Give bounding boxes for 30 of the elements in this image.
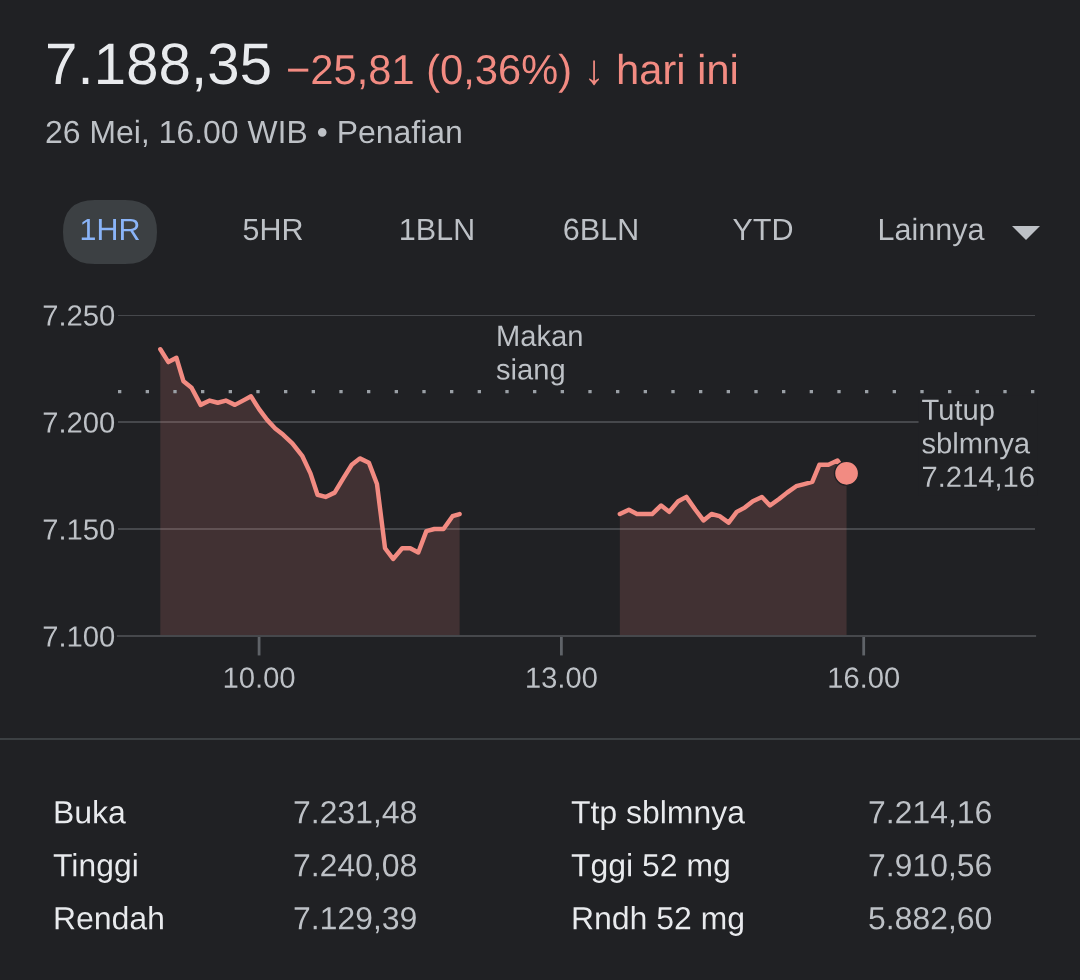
chart-title: 7.188,35	[47, 43, 270, 92]
y-tick-label: 7.100	[43, 626, 115, 647]
text: 7.129,39	[294, 906, 416, 934]
annotation: Makan siang	[496, 324, 582, 386]
y-tick-label: 7.200	[43, 412, 115, 433]
text: 7.240,08	[294, 853, 416, 881]
text: 7.231,48	[294, 800, 416, 828]
text: Ttp sblmnya	[571, 800, 745, 830]
chart-subtitle: −25,81 (0,36%) ↓ hari ini	[288, 53, 736, 93]
text: 1HR	[81, 218, 140, 240]
text: 26 Mei, 16.00 WIB • Penafian	[46, 119, 461, 148]
text: Rndh 52 mg	[573, 906, 743, 936]
text: 6BLN	[564, 218, 637, 241]
y-tick-label: 7.150	[43, 519, 115, 540]
text: 5HR	[243, 218, 303, 241]
x-tick-label: 16.00	[829, 667, 900, 688]
text: 5.882,60	[869, 906, 992, 934]
text: 7.214,16	[869, 800, 991, 828]
text: Tggi 52 mg	[571, 853, 729, 883]
x-tick-label: 10.00	[224, 667, 295, 688]
text: Buka	[55, 800, 126, 824]
text: YTD	[733, 218, 793, 240]
text: Rendah	[55, 906, 163, 930]
ref-line-label: Tutup sblmnya 7.214,16	[922, 399, 1034, 491]
text: Lainnya	[879, 217, 985, 247]
text: Tinggi	[53, 853, 137, 883]
y-tick-label: 7.250	[43, 305, 115, 326]
text: 1BLN	[401, 218, 473, 240]
x-tick-label: 13.00	[527, 667, 597, 688]
text: 7.910,56	[869, 853, 991, 881]
